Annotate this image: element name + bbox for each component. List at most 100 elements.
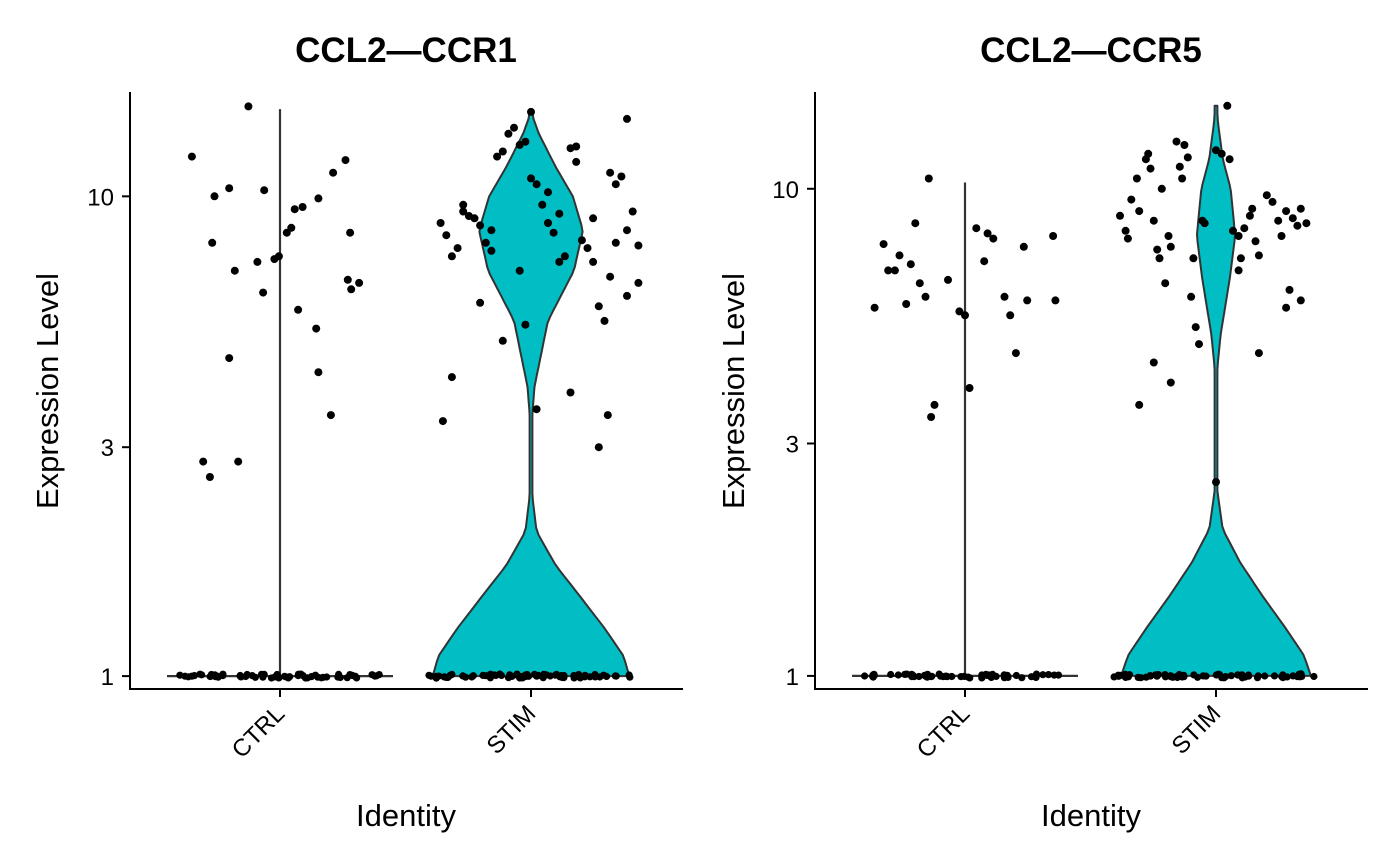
data-point [244, 102, 253, 111]
data-point [1127, 195, 1136, 204]
data-point [187, 152, 196, 161]
data-point [517, 673, 525, 681]
data-point [1289, 672, 1297, 680]
data-point [1000, 292, 1009, 301]
data-point [1254, 349, 1263, 358]
data-point [943, 673, 951, 681]
data-point [462, 673, 470, 681]
data-point [1123, 234, 1132, 243]
data-point [1019, 242, 1028, 251]
data-point [628, 207, 637, 216]
data-point [623, 291, 631, 300]
data-point [1183, 153, 1192, 162]
data-point [1187, 292, 1196, 301]
data-point [447, 252, 456, 261]
data-point [594, 302, 603, 311]
data-point [312, 324, 321, 333]
data-point [581, 673, 589, 681]
data-point [911, 219, 920, 228]
data-point [329, 168, 338, 177]
data-point [481, 238, 490, 247]
data-point [1169, 673, 1177, 681]
data-point [1006, 311, 1015, 320]
data-point [566, 388, 575, 397]
data-point [1245, 211, 1254, 220]
data-point [343, 275, 352, 284]
data-point [1180, 141, 1189, 149]
plot-marks [852, 101, 1318, 682]
data-point [1144, 149, 1153, 158]
x-tick-label: CTRL [227, 700, 290, 763]
x-ticks: CTRL STIM [912, 689, 1226, 764]
data-point [1248, 204, 1257, 213]
data-point [436, 219, 445, 227]
data-point [1189, 254, 1198, 263]
data-point [432, 672, 440, 681]
data-point [1282, 207, 1291, 216]
data-point [1293, 221, 1302, 230]
data-point [346, 671, 354, 679]
data-point [961, 311, 969, 320]
data-point [603, 411, 612, 420]
data-point [1302, 219, 1311, 228]
y-tick-label: 3 [101, 435, 114, 462]
data-point [1240, 224, 1249, 233]
data-point [1135, 207, 1144, 216]
data-point [602, 672, 611, 681]
data-point [1212, 478, 1220, 487]
y-ticks: 1 3 10 [87, 184, 130, 691]
data-point [1190, 671, 1198, 679]
data-point [966, 674, 974, 682]
data-point [1164, 232, 1173, 240]
x-tick-label: CTRL [912, 700, 975, 763]
data-point [1161, 673, 1170, 681]
data-point [205, 473, 214, 481]
data-point [442, 231, 451, 240]
data-point [1142, 673, 1150, 681]
data-point [1270, 672, 1279, 680]
y-tick-label: 3 [786, 431, 799, 458]
y-tick-label: 1 [101, 664, 114, 691]
data-point [498, 336, 507, 345]
data-point [596, 673, 604, 681]
data-point [1277, 232, 1286, 240]
data-point [1178, 174, 1187, 183]
data-point [298, 203, 307, 211]
data-point [583, 244, 592, 253]
data-point [527, 174, 535, 183]
violin-stim [1120, 104, 1312, 677]
data-point [1268, 197, 1277, 206]
data-point [611, 238, 620, 247]
data-point [508, 672, 516, 681]
data-point [371, 672, 379, 680]
data-point [555, 257, 564, 266]
data-point [870, 303, 879, 312]
y-axis-title: Expression Level [716, 273, 751, 509]
data-point [572, 142, 581, 151]
data-point [915, 672, 923, 681]
data-point [1296, 204, 1305, 213]
data-point [1274, 216, 1283, 225]
y-axis-title: Expression Level [30, 273, 65, 509]
panel-title: CCL2—CCR5 [980, 31, 1202, 70]
data-point [1214, 670, 1222, 679]
data-point [972, 224, 981, 233]
data-point [1223, 101, 1232, 110]
data-point [532, 405, 541, 414]
data-point [1279, 671, 1287, 679]
data-point [492, 671, 500, 680]
data-point [1116, 211, 1124, 220]
data-point [1050, 671, 1058, 679]
data-point [1051, 296, 1060, 305]
data-point [1191, 323, 1200, 332]
data-point [626, 673, 634, 681]
data-point [1212, 146, 1220, 155]
data-point [927, 413, 936, 421]
y-tick-label: 10 [87, 184, 114, 211]
data-point [560, 674, 568, 682]
data-point [453, 244, 462, 253]
data-point [906, 260, 915, 269]
panel-ccl2-ccr5: CCL2—CCR5 1 3 10 CTRL STIM Expression Level… [716, 31, 1368, 833]
data-point [1023, 296, 1032, 305]
data-point [532, 180, 541, 189]
